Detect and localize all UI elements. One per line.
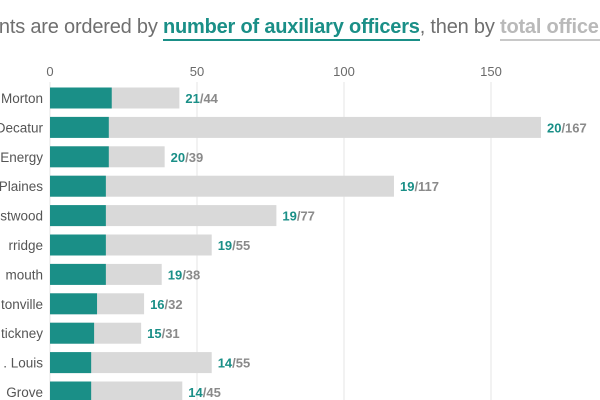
bar-value-label: 14/55: [218, 356, 251, 371]
total-value: /77: [297, 209, 315, 224]
category-label: rridge: [8, 238, 43, 253]
auxiliary-value: 21: [185, 91, 199, 106]
x-tick-label: 50: [190, 64, 204, 79]
auxiliary-value: 19: [168, 267, 182, 282]
total-value: /45: [203, 385, 221, 400]
bar-value-label: 16/32: [150, 297, 183, 312]
category-label: Grove: [6, 385, 43, 400]
total-value: /38: [182, 267, 200, 282]
auxiliary-value: 15: [147, 326, 161, 341]
total-value: /55: [232, 238, 250, 253]
bar-value-label: 19/77: [282, 209, 315, 224]
auxiliary-value: 14: [218, 356, 233, 371]
total-officers-bar: [50, 205, 277, 227]
bar-value-label: 20/167: [547, 120, 587, 135]
auxiliary-officers-bar: [50, 175, 106, 197]
category-label: mouth: [5, 267, 43, 282]
auxiliary-officers-bar: [50, 205, 106, 227]
category-label: tickney: [1, 326, 43, 341]
auxiliary-value: 16: [150, 297, 164, 312]
category-label: Plaines: [0, 179, 43, 194]
auxiliary-officers-bar: [50, 234, 106, 256]
total-officers-bar: [50, 175, 394, 197]
bar-value-label: 14/45: [188, 385, 221, 400]
category-label: Morton: [1, 91, 43, 106]
x-tick-label: 150: [480, 64, 502, 79]
x-tick-label: 100: [333, 64, 355, 79]
category-label: Decatur: [0, 120, 43, 135]
bar-value-label: 19/38: [168, 267, 201, 282]
subtitle-middle: , then by: [419, 16, 500, 38]
total-value: /31: [162, 326, 180, 341]
auxiliary-value: 19: [282, 209, 296, 224]
total-value: /167: [561, 120, 586, 135]
x-tick-label: 0: [46, 64, 53, 79]
total-value: /32: [165, 297, 183, 312]
auxiliary-officers-bar: [50, 116, 109, 138]
auxiliary-officers-bar: [50, 322, 95, 344]
subtitle-prefix: ents are ordered by: [0, 16, 163, 38]
auxiliary-value: 19: [218, 238, 232, 253]
auxiliary-officers-bar: [50, 146, 109, 168]
bar-value-label: 19/55: [218, 238, 251, 253]
subtitle-auxiliary-highlight: number of auxiliary officers: [163, 16, 420, 41]
auxiliary-officers-bar: [50, 263, 106, 285]
total-value: /39: [185, 150, 203, 165]
total-officers-bar: [50, 116, 541, 138]
auxiliary-value: 14: [188, 385, 203, 400]
auxiliary-officers-bar: [50, 381, 92, 400]
category-label: tonville: [1, 297, 43, 312]
auxiliary-value: 20: [547, 120, 561, 135]
chart-subtitle: ents are ordered by number of auxiliary …: [0, 16, 600, 41]
bar-value-label: 20/39: [171, 150, 204, 165]
auxiliary-officers-bar: [50, 87, 112, 109]
auxiliary-value: 19: [400, 179, 414, 194]
total-value: /44: [200, 91, 219, 106]
auxiliary-officers-bar: [50, 352, 92, 374]
bar-value-label: 21/44: [185, 91, 218, 106]
category-label: stwood: [0, 209, 43, 224]
category-label: Energy: [0, 150, 43, 165]
total-value: /55: [232, 356, 250, 371]
auxiliary-value: 20: [171, 150, 185, 165]
bar-value-label: 19/117: [400, 179, 439, 194]
auxiliary-officers-bar: [50, 293, 98, 315]
bar-value-label: 15/31: [147, 326, 180, 341]
subtitle-total-highlight: total officers: [499, 16, 600, 41]
total-value: /117: [414, 179, 439, 194]
category-label: . Louis: [3, 356, 43, 371]
